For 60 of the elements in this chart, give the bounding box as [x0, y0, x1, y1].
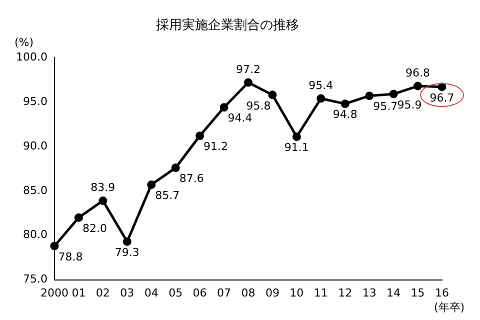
point — [365, 92, 374, 100]
y-tick-label: 75.0 — [22, 272, 48, 286]
point — [98, 196, 108, 205]
data-label: 94.4 — [228, 112, 252, 125]
data-label: 95.7 — [373, 100, 398, 114]
x-axis-title: (年卒) — [434, 300, 465, 315]
point — [389, 90, 398, 98]
x-tick-label: 14 — [386, 286, 401, 300]
x-tick-label: 08 — [241, 286, 256, 300]
x-tick-label: 09 — [265, 286, 280, 300]
data-label: 96.8 — [406, 66, 430, 80]
point — [244, 78, 252, 87]
x-tick-label: 10 — [290, 286, 304, 300]
y-tick-label: 85.0 — [22, 184, 48, 197]
point — [147, 180, 156, 189]
point — [122, 237, 132, 246]
point — [220, 103, 228, 112]
y-tick-label: 95.0 — [22, 94, 48, 108]
point — [268, 90, 277, 100]
x-tick-label: 13 — [362, 286, 376, 300]
x-tick-label: 2000 — [40, 286, 68, 300]
point — [292, 132, 301, 141]
x-tick-label: 02 — [96, 286, 110, 300]
data-label: 91.2 — [204, 140, 228, 154]
point — [171, 164, 180, 172]
y-tick-label: 100.0 — [16, 50, 48, 64]
data-label: 83.9 — [90, 181, 116, 194]
data-label: 95.9 — [397, 98, 422, 112]
data-label: 94.8 — [332, 108, 358, 122]
point — [50, 242, 59, 250]
x-tick-label: 03 — [120, 286, 134, 300]
data-label: 95.8 — [246, 99, 271, 112]
y-tick-label: 80.0 — [22, 228, 48, 242]
data-label: 79.3 — [114, 246, 140, 259]
data-label: 96.7 — [430, 91, 454, 104]
data-label: 97.2 — [236, 62, 260, 76]
point — [316, 94, 326, 103]
x-tick-label: 01 — [72, 286, 86, 300]
x-tick-label: 16 — [435, 286, 449, 300]
x-tick-label: 04 — [144, 286, 158, 300]
chart-title: 採用実施企業割合の推移 — [156, 17, 299, 34]
data-label: 87.6 — [179, 172, 204, 186]
data-label: 78.8 — [58, 250, 83, 264]
data-label: 85.7 — [155, 189, 180, 202]
point — [414, 82, 422, 90]
data-label: 95.4 — [308, 78, 334, 92]
x-tick-label: 06 — [192, 286, 207, 300]
point — [340, 100, 350, 108]
x-tick-label: 15 — [410, 286, 425, 300]
y-axis-title: (%) — [14, 36, 34, 49]
data-label: 82.0 — [82, 222, 107, 235]
x-tick-label: 05 — [168, 286, 183, 300]
x-tick-label: 07 — [217, 286, 232, 300]
x-tick-label: 11 — [314, 286, 328, 300]
point — [196, 132, 204, 140]
data-label: 91.1 — [284, 141, 309, 154]
point — [438, 82, 446, 92]
x-tick-label: 12 — [338, 286, 352, 300]
point — [74, 213, 83, 222]
y-tick-label: 90.0 — [22, 139, 48, 152]
